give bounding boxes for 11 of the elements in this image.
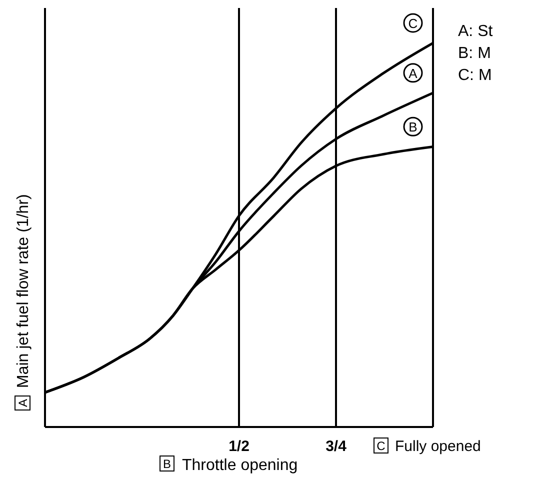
x-tick-label: 1/2: [228, 438, 250, 455]
x-axis-title: B Throttle opening: [162, 457, 298, 474]
series-label: C: [408, 16, 418, 31]
text: A: St: [458, 23, 494, 40]
text: C: M: [458, 67, 492, 84]
series-label: B: [408, 120, 418, 135]
series-label: A: [408, 66, 418, 81]
y-axis-title: A Main jet fuel flow rate (1/hr): [15, 194, 32, 408]
text: B: M: [458, 45, 491, 62]
x-tick-label: 3/4: [326, 438, 348, 455]
x-tick-label: C Fully opened: [376, 438, 481, 455]
